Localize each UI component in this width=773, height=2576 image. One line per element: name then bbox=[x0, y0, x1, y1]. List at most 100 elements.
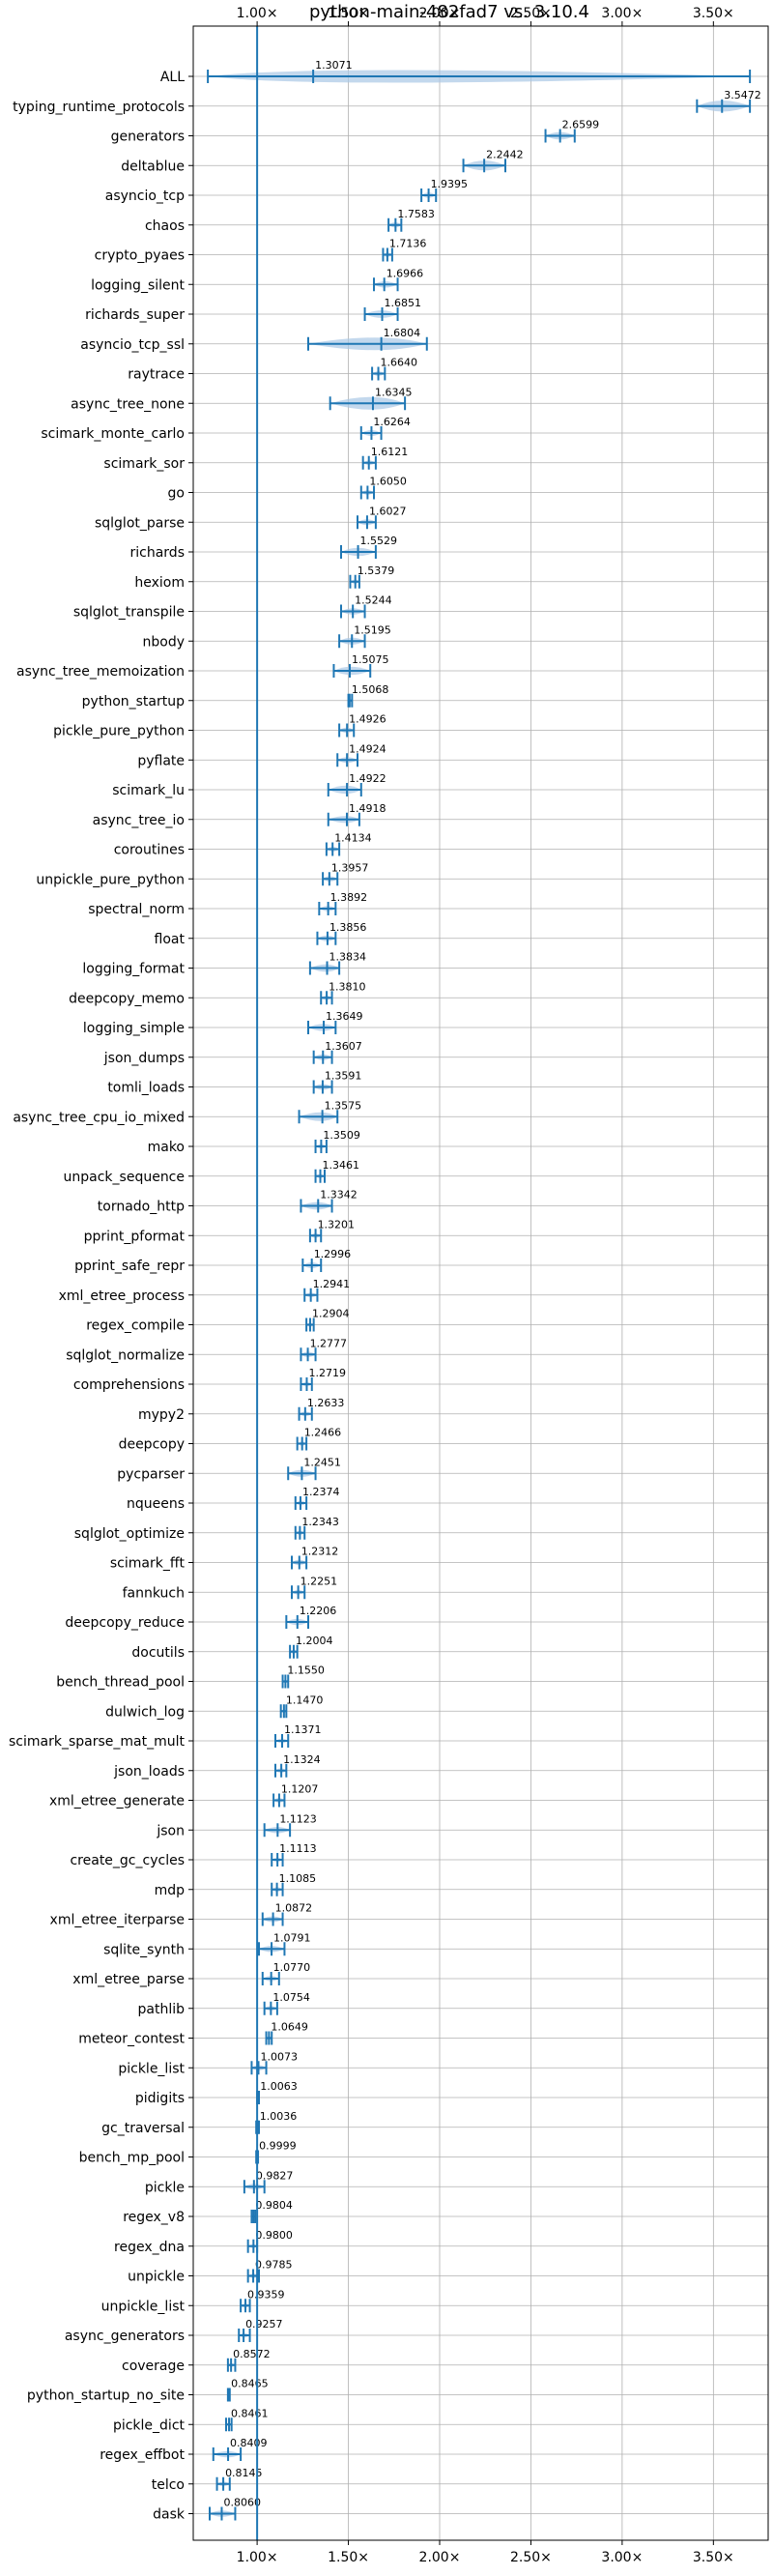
category-label: chaos bbox=[145, 218, 185, 234]
value-label: 1.9395 bbox=[431, 178, 469, 190]
value-label: 1.4926 bbox=[349, 713, 386, 726]
value-label: 1.6966 bbox=[386, 267, 424, 279]
value-label: 1.5068 bbox=[352, 683, 389, 696]
category-label: generators bbox=[111, 130, 185, 145]
x-tick-label-bottom: 3.50× bbox=[693, 2550, 734, 2565]
value-label: 1.0770 bbox=[273, 1961, 311, 1974]
value-label: 1.3071 bbox=[315, 59, 353, 72]
category-label: unpack_sequence bbox=[64, 1170, 185, 1185]
value-label: 1.3575 bbox=[325, 1099, 362, 1112]
value-label: 1.4134 bbox=[334, 832, 372, 845]
value-label: 1.5244 bbox=[355, 594, 392, 607]
category-label: deepcopy bbox=[119, 1437, 185, 1453]
value-label: 1.2941 bbox=[313, 1278, 351, 1290]
category-label: unpickle_pure_python bbox=[36, 872, 185, 887]
value-label: 1.2374 bbox=[302, 1486, 340, 1498]
category-label: unpickle bbox=[128, 2270, 185, 2285]
category-label: async_tree_cpu_io_mixed bbox=[13, 1110, 185, 1125]
value-label: 1.6264 bbox=[373, 416, 411, 428]
category-label: json_loads bbox=[113, 1764, 185, 1780]
x-tick-label-top: 3.50× bbox=[693, 6, 734, 21]
category-label: richards_super bbox=[85, 307, 185, 323]
category-label: sqlglot_normalize bbox=[66, 1347, 185, 1363]
category-label: async_tree_io bbox=[93, 813, 185, 828]
value-label: 1.3201 bbox=[318, 1218, 356, 1230]
value-label: 1.3856 bbox=[329, 921, 367, 934]
category-label: scimark_fft bbox=[110, 1556, 186, 1572]
x-tick-label-bottom: 2.50× bbox=[510, 2550, 552, 2565]
value-label: 0.9827 bbox=[256, 2169, 294, 2182]
value-label: 1.3957 bbox=[331, 861, 369, 874]
category-label: json bbox=[156, 1823, 185, 1838]
value-label: 1.2451 bbox=[303, 1456, 341, 1468]
value-label: 1.2904 bbox=[312, 1308, 350, 1320]
x-tick-label-bottom: 1.00× bbox=[237, 2550, 278, 2565]
category-label: tomli_loads bbox=[107, 1081, 185, 1096]
value-label: 1.2251 bbox=[301, 1575, 338, 1587]
category-label: dulwich_log bbox=[105, 1704, 185, 1720]
category-label: ALL bbox=[160, 70, 185, 85]
category-label: unpickle_list bbox=[101, 2299, 186, 2314]
value-label: 0.9359 bbox=[247, 2288, 285, 2301]
value-label: 1.3461 bbox=[322, 1159, 359, 1172]
category-label: nqueens bbox=[127, 1496, 185, 1512]
category-label: sqlite_synth bbox=[103, 1942, 185, 1957]
value-label: 1.2466 bbox=[304, 1427, 342, 1439]
category-label: async_generators bbox=[65, 2329, 185, 2344]
category-label: pidigits bbox=[135, 2091, 185, 2106]
value-label: 1.0649 bbox=[271, 2021, 308, 2034]
value-label: 1.6804 bbox=[384, 327, 421, 339]
value-label: 1.7136 bbox=[389, 238, 427, 250]
value-label: 1.0872 bbox=[275, 1902, 313, 1915]
category-label: sqlglot_optimize bbox=[74, 1526, 185, 1542]
x-tick-label-bottom: 3.00× bbox=[601, 2550, 643, 2565]
category-label: deepcopy_reduce bbox=[65, 1615, 185, 1631]
value-label: 1.0754 bbox=[272, 1991, 310, 2004]
value-label: 1.1470 bbox=[286, 1693, 324, 1706]
category-label: pycparser bbox=[117, 1466, 185, 1482]
category-label: async_tree_none bbox=[71, 396, 185, 412]
category-label: pprint_pformat bbox=[84, 1229, 186, 1244]
value-label: 1.6050 bbox=[369, 476, 407, 488]
category-label: pprint_safe_repr bbox=[74, 1259, 185, 1274]
value-label: 0.9800 bbox=[255, 2229, 293, 2242]
category-label: pickle bbox=[145, 2180, 185, 2195]
category-label: deltablue bbox=[121, 159, 185, 174]
category-label: scimark_sor bbox=[103, 456, 185, 472]
value-label: 1.1085 bbox=[279, 1872, 317, 1885]
value-label: 1.2996 bbox=[314, 1248, 352, 1260]
category-label: docutils bbox=[131, 1645, 185, 1661]
value-label: 1.6851 bbox=[385, 297, 422, 309]
value-label: 1.2719 bbox=[308, 1367, 346, 1379]
value-label: 1.2633 bbox=[307, 1397, 345, 1409]
value-label: 0.8461 bbox=[231, 2407, 269, 2419]
value-label: 0.8409 bbox=[230, 2437, 268, 2449]
value-label: 3.5472 bbox=[724, 89, 761, 101]
category-label: regex_v8 bbox=[123, 2210, 185, 2225]
category-label: scimark_sparse_mat_mult bbox=[9, 1734, 185, 1750]
category-label: coroutines bbox=[114, 843, 185, 858]
value-label: 1.5075 bbox=[352, 653, 389, 666]
category-label: deepcopy_memo bbox=[69, 991, 185, 1006]
x-tick-label-bottom: 2.00× bbox=[419, 2550, 461, 2565]
value-label: 0.8145 bbox=[225, 2467, 262, 2479]
value-label: 0.8572 bbox=[233, 2348, 270, 2360]
category-label: pickle_pure_python bbox=[53, 724, 185, 739]
category-label: asyncio_tcp_ssl bbox=[80, 337, 185, 353]
category-label: xml_etree_generate bbox=[49, 1794, 185, 1809]
value-label: 1.6121 bbox=[371, 446, 409, 458]
category-label: xml_etree_iterparse bbox=[50, 1913, 185, 1928]
category-label: mypy2 bbox=[138, 1407, 185, 1423]
category-label: python_startup bbox=[82, 694, 185, 709]
value-label: 1.3834 bbox=[329, 951, 367, 964]
category-label: bench_mp_pool bbox=[79, 2151, 185, 2166]
value-label: 1.2343 bbox=[301, 1516, 339, 1528]
value-label: 1.5529 bbox=[360, 535, 398, 547]
category-label: pyflate bbox=[137, 753, 185, 768]
value-label: 1.1324 bbox=[283, 1753, 321, 1766]
value-label: 2.2442 bbox=[486, 148, 524, 160]
category-label: spectral_norm bbox=[88, 902, 185, 917]
value-label: 1.1113 bbox=[279, 1842, 317, 1855]
category-label: async_tree_memoization bbox=[16, 664, 185, 680]
